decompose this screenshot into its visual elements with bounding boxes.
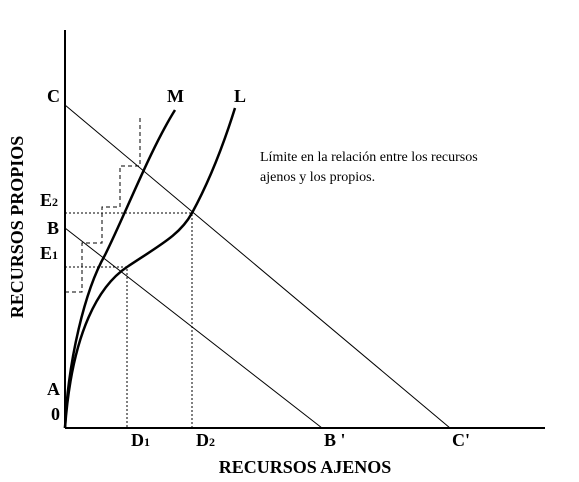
point-label: E2 [40,190,58,210]
curve-l [63,107,237,429]
point-label: 0 [51,404,60,424]
line-b [64,227,323,429]
note: ajenos y los propios. [260,170,375,185]
point-label: E1 [40,243,58,263]
curve-m [63,109,177,429]
x-axis-label: RECURSOS AJENOS [219,457,392,477]
point-label: C [47,86,60,106]
point-label: D2 [196,430,215,450]
point-label: B ' [324,430,346,450]
line-c [64,104,451,429]
staircase [65,118,141,293]
curve-label: M [167,86,184,106]
guide-e2-d2 [65,212,193,428]
point-label: C' [452,430,470,450]
point-label: A [47,379,60,399]
y-axis-label: RECURSOS PROPIOS [7,136,27,319]
note: Límite en la relación entre los recursos [260,150,478,165]
point-label: D1 [131,430,150,450]
curve-label: L [234,86,246,106]
point-label: B [47,218,59,238]
